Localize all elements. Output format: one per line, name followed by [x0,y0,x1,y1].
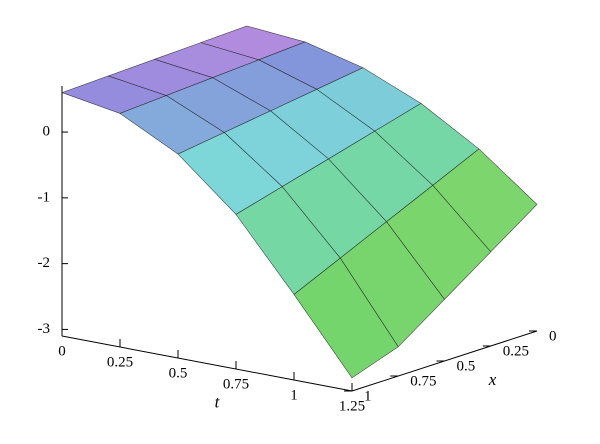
axis-label: t [215,392,221,411]
z-tick-label: -3 [38,321,51,337]
t-tick-label: 0.25 [107,354,133,370]
z-tick-label: -2 [38,255,51,271]
t-tick-label: 0.75 [223,376,249,392]
x-tick-label: 0 [549,328,557,344]
surface-patch [293,257,399,379]
x-tick-label: 1 [364,388,372,404]
t-tick-label: 0 [58,343,66,359]
axis-line [61,335,353,392]
t-tick-label: 0.5 [169,365,188,381]
t-tick-label: 1 [290,387,298,403]
z-tick-label: -1 [38,189,51,205]
axis-label: x [488,370,497,389]
x-tick-label: 0.5 [457,358,476,374]
x-tick-label: 0.75 [410,373,436,389]
t-tick-label: 1.25 [339,398,365,414]
z-tick-label: 0 [43,123,51,139]
x-tick-label: 0.25 [503,343,529,359]
